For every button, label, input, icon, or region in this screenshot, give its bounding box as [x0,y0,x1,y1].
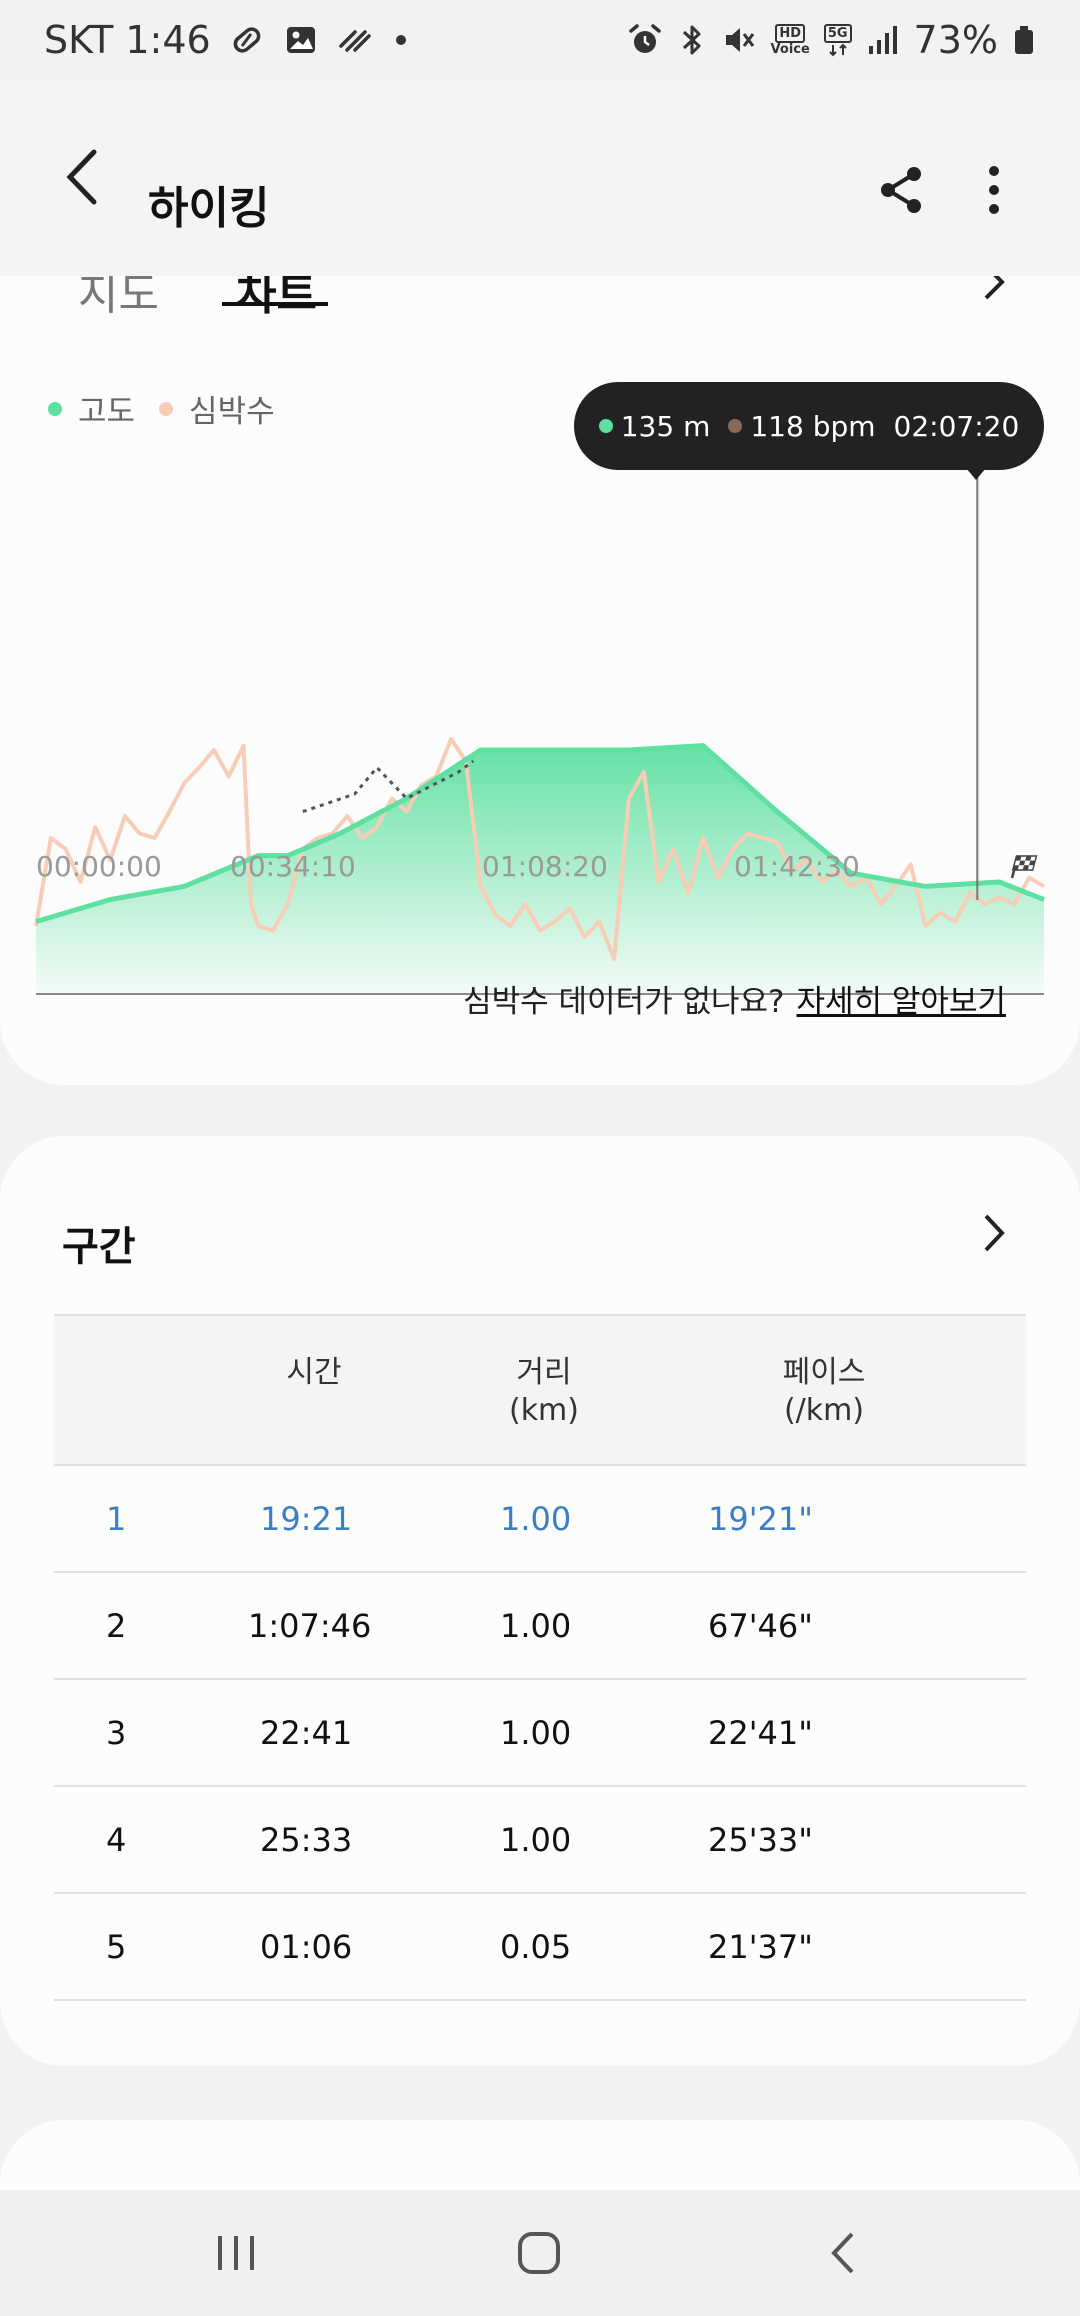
heart-rate-help-question: 심박수 데이터가 없나요? [463,984,785,1020]
dot-icon [393,32,409,48]
chart-tooltip: 135 m 118 bpm 02:07:20 [574,382,1044,470]
header-distance-label: 거리 [516,1355,572,1390]
heart-rate-dot-icon [728,419,743,433]
x-tick-label: 00:00:00 [36,850,162,883]
lap-time: 22:41 [260,1714,353,1752]
active-tab-indicator [222,302,328,306]
voice-label: Voice [770,42,810,57]
5g-icon: 5G [823,23,852,57]
more-options-button[interactable] [976,162,1012,218]
header-pace: 페이스 (/km) [744,1354,904,1430]
heart-rate-help: 심박수 데이터가 없나요? 자세히 알아보기 [463,976,1006,1021]
legend-altitude: 고도 [48,386,135,431]
tooltip-heart-rate-value: 118 bpm [750,409,876,443]
legend-heart-rate: 심박수 [159,386,275,431]
lap-number: 3 [106,1714,127,1752]
lap-number: 1 [106,1500,127,1538]
lap-time: 25:33 [260,1821,353,1859]
header-pace-label: 페이스 [782,1355,866,1390]
altitude-dot-icon [48,401,62,416]
bluetooth-icon [677,22,707,58]
hd-voice-icon: HD Voice [771,24,810,56]
pill-icon [229,22,265,58]
hd-label: HD [775,24,806,43]
chart-legend: 고도 심박수 [48,386,299,431]
lap-pace: 67'46" [708,1607,813,1645]
tab-map[interactable]: 지도 [78,269,159,320]
page-title: 하이킹 [148,183,270,234]
x-tick-label: 01:42:30 [734,850,860,883]
table-row[interactable]: 2 1:07:46 1.00 67'46" [54,1573,1026,1680]
heart-rate-line [34,737,1046,961]
mute-icon [721,22,757,58]
battery-icon [1012,22,1036,58]
lap-distance: 1.00 [500,1607,572,1645]
header-distance: 거리 (km) [474,1354,614,1430]
tooltip-time-value: 02:07:20 [893,409,1020,443]
image-icon [283,22,319,58]
signal-icon [866,22,900,58]
table-row[interactable]: 4 25:33 1.00 25'33" [54,1787,1026,1894]
heart-rate-gap-line [302,759,475,814]
header-distance-unit: (km) [508,1393,579,1428]
back-icon[interactable] [824,2228,864,2282]
status-bar: SKT 1:46 HD Voice 5G [0,0,1080,80]
lap-pace: 25'33" [708,1821,813,1859]
lap-time: 01:06 [260,1928,353,1966]
tooltip-heart-rate: 118 bpm [728,409,876,443]
chevron-right-icon[interactable] [980,1210,1008,1256]
altitude-line [35,743,1045,924]
tab-chart[interactable]: 차트 [236,269,317,320]
lap-distance: 1.00 [500,1821,572,1859]
header-time: 시간 [254,1354,374,1392]
carrier-time: SKT 1:46 [44,18,211,62]
finish-flag-icon [1008,854,1040,880]
table-row[interactable]: 3 22:41 1.00 22'41" [54,1680,1026,1787]
legend-heart-rate-label: 심박수 [189,394,275,430]
lap-pace: 21'37" [708,1928,813,1966]
lap-distance: 0.05 [500,1928,572,1966]
recent-apps-icon[interactable] [212,2228,260,2282]
table-row[interactable]: 1 19:21 1.00 19'21" [54,1466,1026,1573]
lap-number: 5 [106,1928,127,1966]
navigation-bar [0,2190,1080,2316]
lap-time: 1:07:46 [248,1607,372,1645]
laps-card: 구간 시간 거리 (km) 페이스 (/km) 1 19:21 1.00 19'… [0,1136,1080,2066]
heart-rate-dot-icon [159,401,174,416]
tooltip-altitude: 135 m [598,409,711,443]
5g-label: 5G [823,23,852,43]
share-button[interactable] [876,164,928,216]
learn-more-link[interactable]: 자세히 알아보기 [796,984,1007,1020]
lap-distance: 1.00 [500,1500,572,1538]
x-tick-label: 00:34:10 [230,850,356,883]
lap-number: 2 [106,1607,127,1645]
x-tick-label: 01:08:20 [482,850,608,883]
laps-title: 구간 [62,1224,136,1270]
alarm-icon [627,22,663,58]
lap-pace: 19'21" [708,1500,813,1538]
app-bar: 하이킹 [0,80,1080,276]
header-pace-unit: (/km) [783,1393,865,1428]
chart-card: 지도 차트 고도 심박수 135 m 118 bpm [0,150,1080,1085]
battery-percent: 73% [913,18,998,62]
altitude-area [36,745,1044,994]
tooltip-pointer [966,468,986,480]
wind-icon [337,22,375,58]
elevation-heart-rate-chart[interactable] [0,460,1080,1040]
header-time-label: 시간 [286,1355,342,1390]
lap-distance: 1.00 [500,1714,572,1752]
altitude-dot-icon [598,419,613,433]
home-icon[interactable] [514,2228,566,2282]
lap-pace: 22'41" [708,1714,813,1752]
back-button[interactable] [56,142,116,212]
table-row[interactable]: 5 01:06 0.05 21'37" [54,1894,1026,2001]
laps-table-header: 시간 거리 (km) 페이스 (/km) [54,1314,1026,1466]
lap-time: 19:21 [260,1500,353,1538]
lap-number: 4 [106,1821,127,1859]
tooltip-altitude-value: 135 m [620,409,711,443]
legend-altitude-label: 고도 [78,394,136,430]
